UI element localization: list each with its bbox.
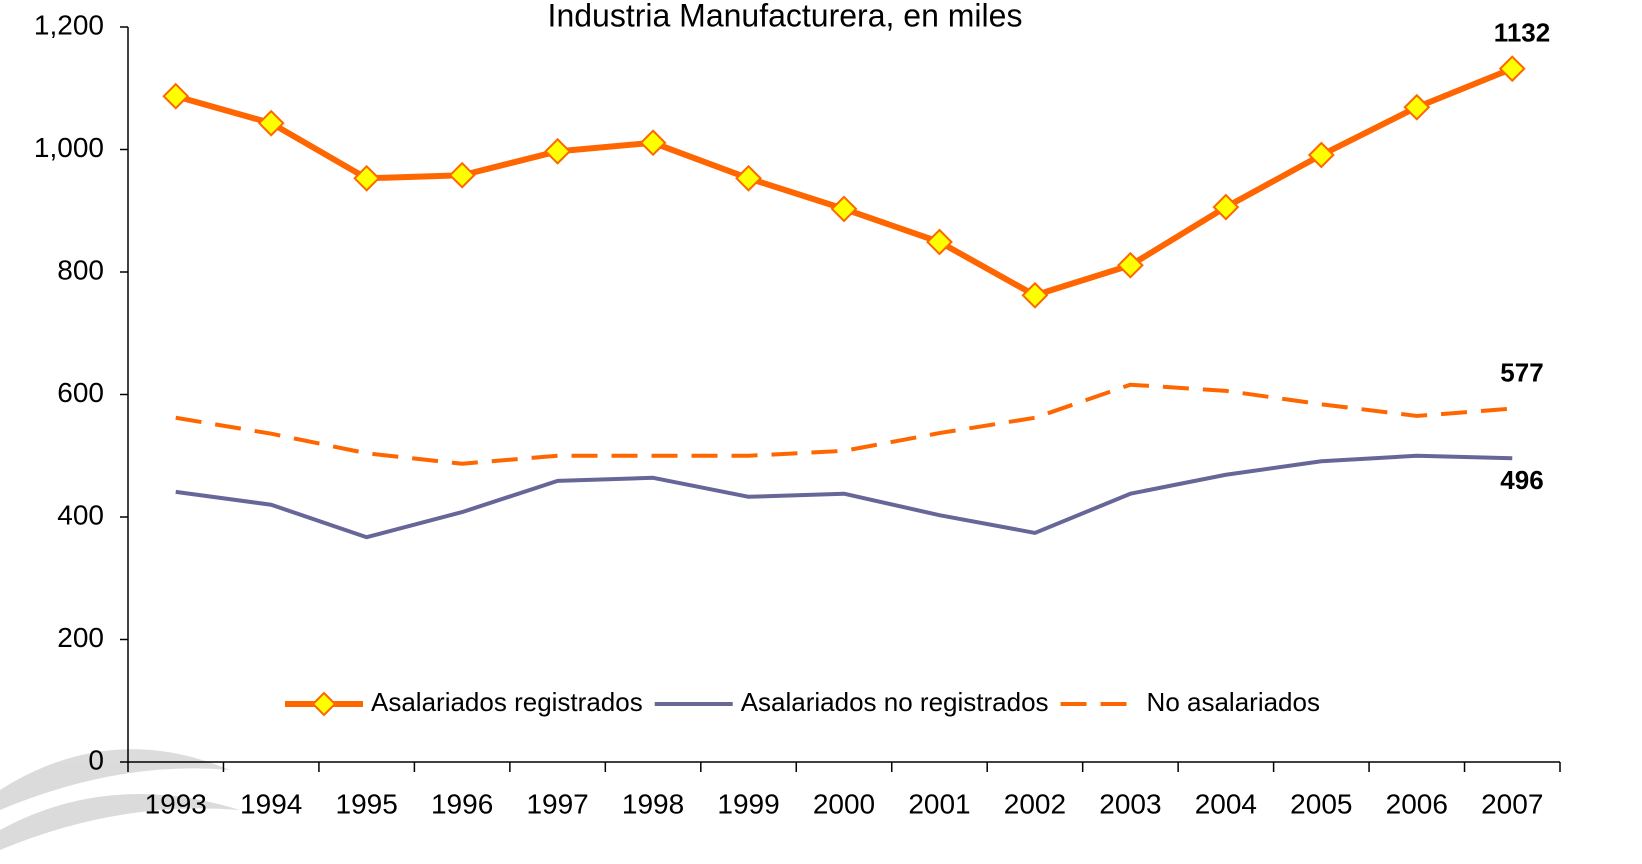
y-tick-label: 400 — [57, 499, 104, 530]
marker — [257, 109, 285, 137]
marker — [162, 82, 190, 110]
x-tick-label: 2007 — [1481, 788, 1543, 819]
marker — [353, 164, 381, 192]
marker — [448, 161, 476, 189]
legend-label: No asalariados — [1147, 687, 1320, 717]
marker — [1212, 193, 1240, 221]
data-label: 577 — [1500, 357, 1543, 387]
x-tick-label: 1996 — [431, 788, 493, 819]
x-tick-label: 2006 — [1386, 788, 1448, 819]
decoration — [0, 749, 240, 850]
x-tick-label: 1993 — [145, 788, 207, 819]
x-tick-label: 2000 — [813, 788, 875, 819]
marker — [1021, 281, 1049, 309]
legend-marker — [311, 691, 337, 717]
marker — [1403, 93, 1431, 121]
marker — [735, 164, 762, 192]
y-tick-label: 200 — [57, 622, 104, 653]
marker — [639, 129, 667, 157]
chart-title: Industria Manufacturera, en miles — [548, 0, 1023, 33]
legend-label: Asalariados registrados — [371, 687, 643, 717]
data-label: 1132 — [1494, 18, 1550, 48]
x-tick-label: 2003 — [1099, 788, 1161, 819]
y-tick-label: 800 — [57, 254, 104, 285]
x-tick-label: 1998 — [622, 788, 684, 819]
x-tick-label: 2005 — [1290, 788, 1352, 819]
marker — [544, 137, 572, 165]
data-label: 496 — [1500, 465, 1543, 495]
x-tick-label: 1997 — [526, 788, 588, 819]
x-tick-label: 1999 — [717, 788, 779, 819]
series-line — [175, 453, 1513, 540]
x-tick-label: 2001 — [908, 788, 970, 819]
x-tick-label: 2004 — [1195, 788, 1257, 819]
marker — [926, 228, 953, 256]
y-tick-label: 1,000 — [34, 132, 104, 163]
y-tick-label: 0 — [88, 744, 104, 775]
y-tick-label: 1,200 — [34, 9, 104, 40]
legend-label: Asalariados no registrados — [741, 687, 1049, 717]
marker — [1307, 141, 1335, 169]
marker — [1116, 251, 1144, 279]
x-tick-label: 2002 — [1004, 788, 1066, 819]
x-tick-label: 1995 — [336, 788, 398, 819]
series-line — [175, 382, 1513, 466]
marker — [830, 195, 858, 223]
x-tick-label: 1994 — [240, 788, 302, 819]
y-tick-label: 600 — [57, 377, 104, 408]
marker — [1498, 55, 1526, 83]
